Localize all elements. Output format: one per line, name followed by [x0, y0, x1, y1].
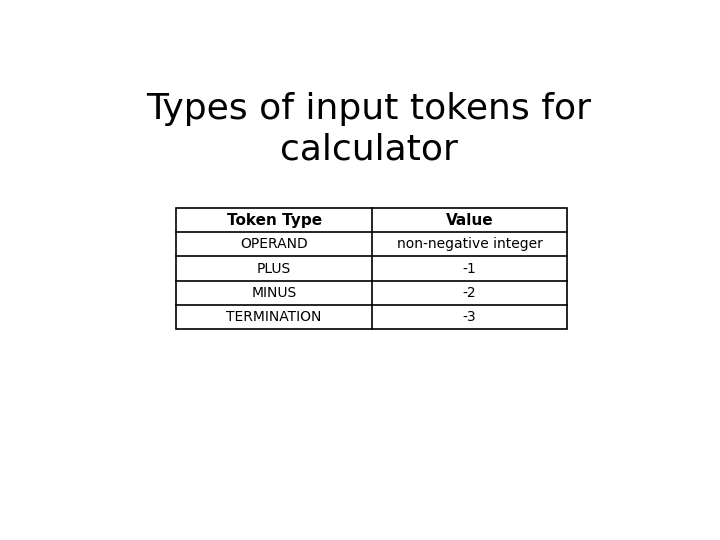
Text: MINUS: MINUS [251, 286, 297, 300]
Text: TERMINATION: TERMINATION [227, 310, 322, 324]
Text: non-negative integer: non-negative integer [397, 238, 542, 252]
Text: Value: Value [446, 213, 493, 228]
Text: Types of input tokens for
calculator: Types of input tokens for calculator [146, 92, 592, 167]
Text: -1: -1 [462, 261, 477, 275]
Text: OPERAND: OPERAND [240, 238, 308, 252]
Text: -3: -3 [463, 310, 476, 324]
Text: PLUS: PLUS [257, 261, 292, 275]
Text: Token Type: Token Type [227, 213, 322, 228]
Text: -2: -2 [463, 286, 476, 300]
